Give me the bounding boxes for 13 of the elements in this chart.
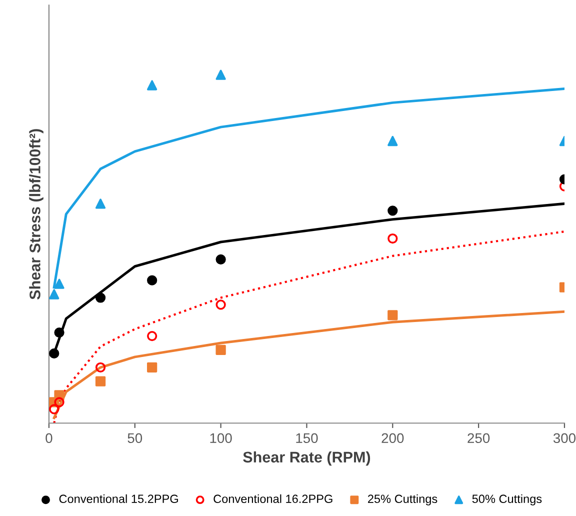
x-tick-label: 250 [468, 433, 490, 444]
legend-label: 50% Cuttings [472, 494, 542, 506]
x-tick-label: 200 [382, 433, 404, 444]
x-tick-label: 150 [296, 433, 318, 444]
x-tick-label: 300 [553, 433, 576, 444]
y-axis-title: Shear Stress (lbf/100ft²) [29, 129, 44, 300]
x-axis-title: Shear Rate (RPM) [243, 451, 370, 466]
x-tick-label: 100 [210, 433, 232, 444]
legend-label: 25% Cuttings [368, 494, 438, 506]
x-tick-label: 0 [46, 433, 52, 444]
legend-label: Conventional 16.2PPG [214, 494, 332, 504]
legend-label: Conventional 15.2PPG [59, 494, 178, 504]
x-tick-label: 50 [128, 433, 142, 444]
